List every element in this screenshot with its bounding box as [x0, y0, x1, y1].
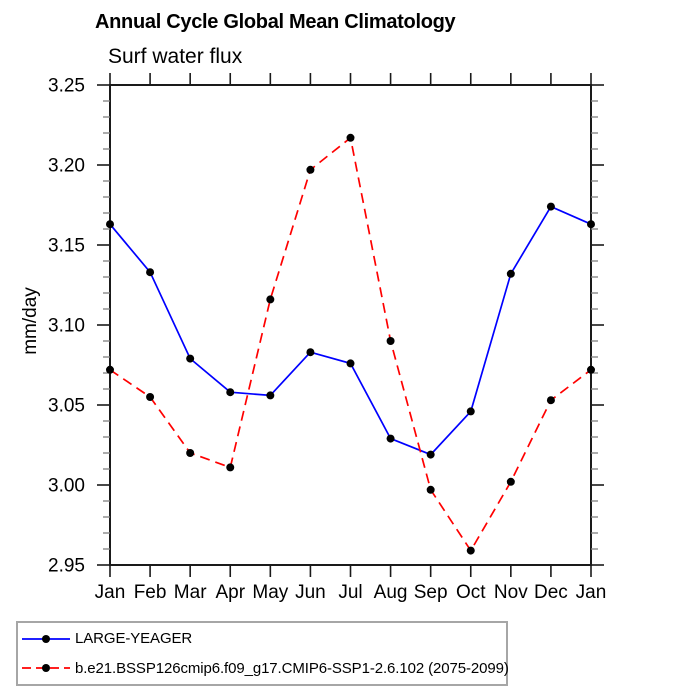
legend-label-large-yeager: LARGE-YEAGER: [75, 630, 193, 648]
data-point-marker: [146, 268, 155, 277]
data-point-marker: [106, 220, 114, 229]
y-tick-label: 3.20: [48, 156, 85, 177]
data-point-marker: [386, 434, 395, 443]
x-tick-label: Jul: [338, 582, 362, 603]
legend-line-sample-solid: [22, 634, 70, 643]
x-tick-label: Jun: [295, 582, 326, 603]
data-point-marker: [346, 359, 355, 368]
data-point-marker: [426, 485, 435, 494]
data-point-marker: [346, 133, 355, 142]
legend-item-large-yeager: LARGE-YEAGER: [21, 625, 506, 653]
series-line-dashed: [109, 136, 592, 553]
data-point-marker: [546, 202, 555, 211]
y-tick-label: 3.15: [48, 236, 85, 257]
x-tick-label: Aug: [374, 582, 408, 603]
x-tick-label: Jan: [576, 582, 607, 603]
data-point-marker: [587, 220, 595, 229]
chart-title: Annual Cycle Global Mean Climatology: [95, 11, 456, 33]
data-point-marker: [266, 295, 275, 304]
x-tick-label: Oct: [456, 582, 486, 603]
data-point-marker: [506, 269, 515, 278]
x-tick-label: Feb: [134, 582, 167, 603]
data-point-marker: [306, 348, 315, 357]
data-point-marker: [546, 396, 555, 405]
data-point-marker: [106, 365, 114, 374]
plot-area: Jan Feb Mar Apr May Jun Jul Aug Sep Oct Nov Dec Jan 3…: [48, 73, 607, 603]
data-point-marker: [186, 354, 195, 363]
legend-item-ssp126: b.e21.BSSP126cmip6.f09_g17.CMIP6-SSP1-2.…: [21, 654, 509, 682]
x-tick-label: Apr: [215, 582, 245, 603]
data-point-marker: [506, 477, 515, 486]
data-point-marker: [186, 449, 195, 457]
x-tick-label: Dec: [534, 582, 568, 603]
plot-frame: [109, 84, 592, 566]
legend-line-sample-dashed: [22, 664, 70, 673]
x-tick-label: Jan: [95, 582, 126, 603]
data-point-marker: [306, 165, 315, 174]
legend-sample-marker-icon: [42, 664, 50, 673]
data-point-marker: [386, 337, 395, 345]
data-point-marker: [466, 407, 475, 416]
data-point-marker: [466, 546, 475, 555]
data-point-marker: [226, 463, 235, 472]
legend-sample-marker-icon: [42, 634, 50, 643]
legend-box: LARGE-YEAGER b.e21.BSSP126cmip6.f09_g17.…: [16, 621, 509, 686]
data-point-marker: [146, 393, 155, 401]
data-point-marker: [587, 365, 595, 374]
data-point-marker: [226, 388, 235, 397]
chart-subtitle: Surf water flux: [108, 45, 243, 68]
legend-label-ssp126: b.e21.BSSP126cmip6.f09_g17.CMIP6-SSP1-2.…: [75, 659, 509, 677]
data-point-marker: [426, 450, 435, 459]
x-tick-label: Mar: [174, 582, 207, 603]
y-tick-label: 3.05: [48, 396, 85, 417]
y-tick-label: 2.95: [48, 556, 85, 577]
x-tick-label: Sep: [414, 582, 448, 603]
y-tick-label: 3.00: [48, 476, 85, 497]
data-point-marker: [266, 391, 275, 400]
x-tick-label: Nov: [494, 582, 528, 603]
x-tick-label: May: [252, 582, 288, 603]
y-tick-label: 3.25: [48, 76, 85, 97]
series-line-solid: [109, 205, 592, 456]
y-tick-label: 3.10: [48, 316, 85, 337]
